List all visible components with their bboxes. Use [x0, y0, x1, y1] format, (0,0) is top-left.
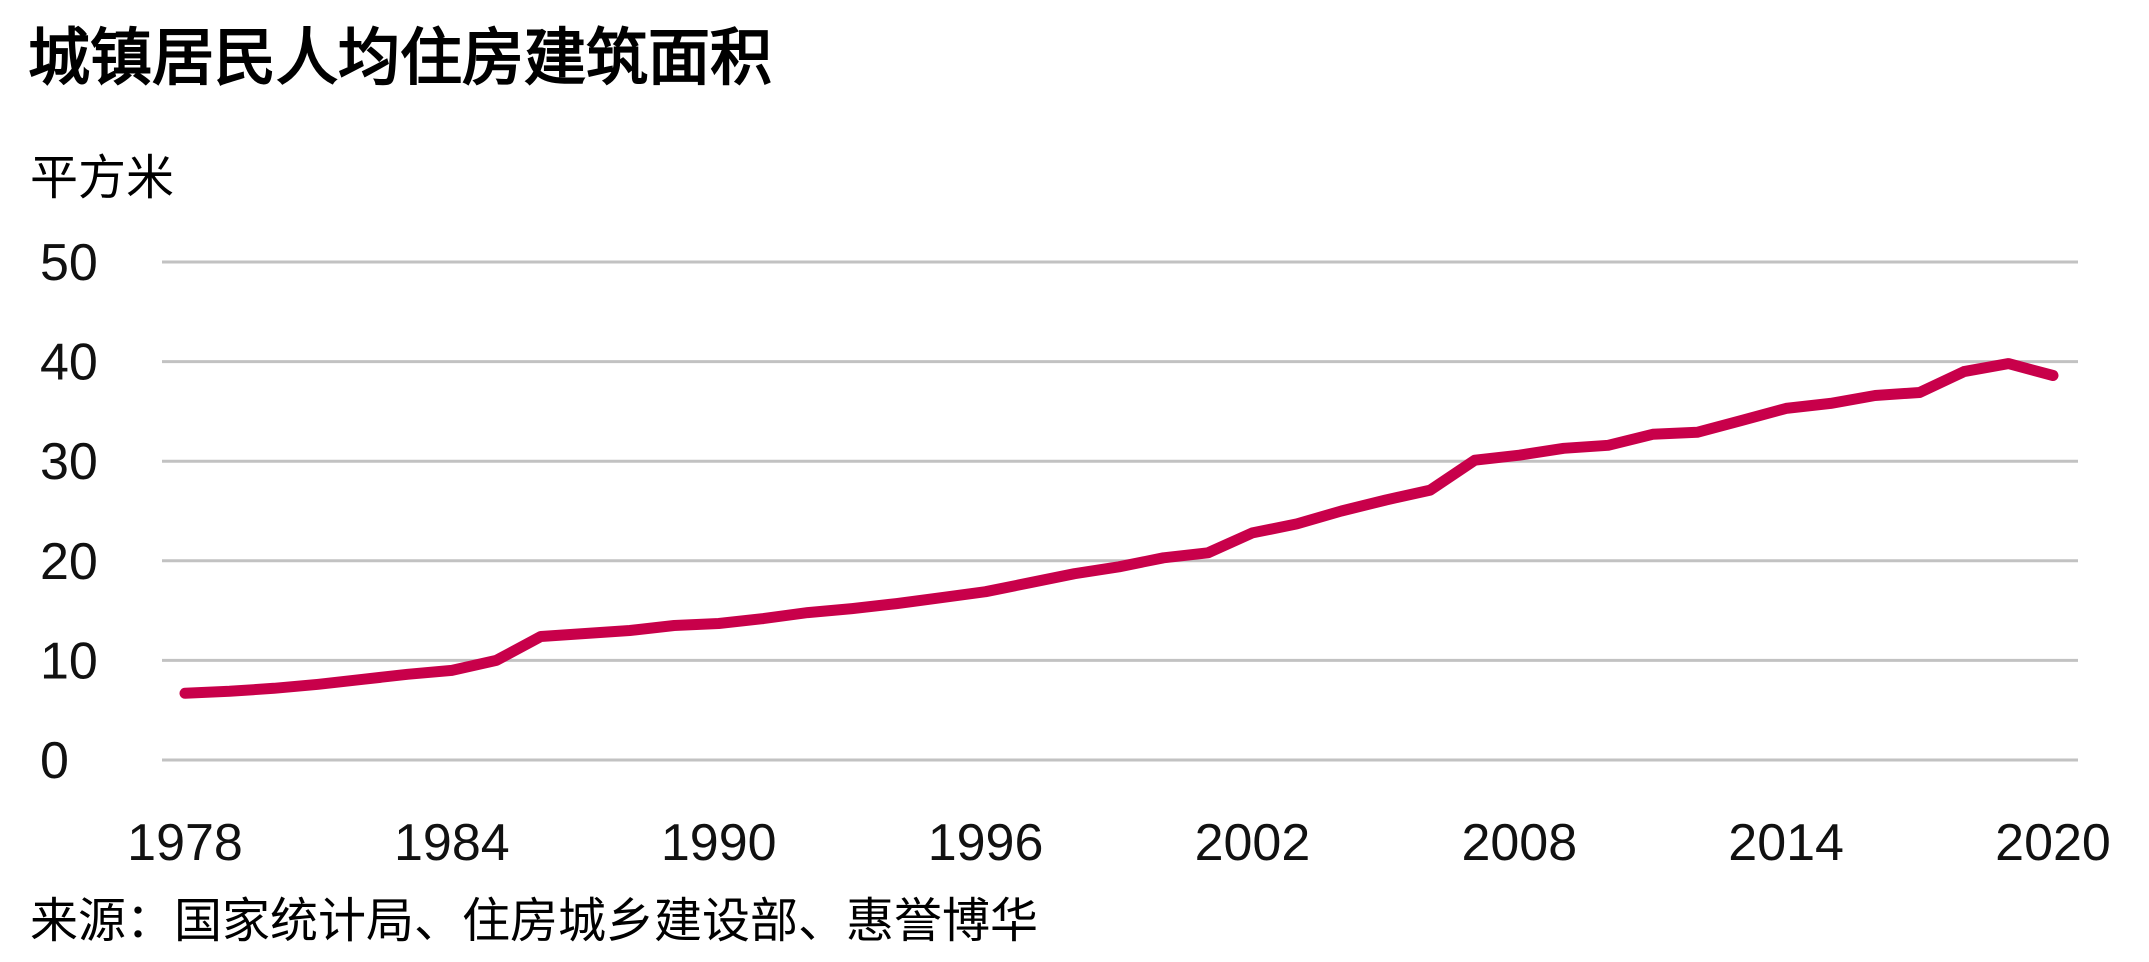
data-point [851, 608, 853, 610]
data-point [1652, 433, 1654, 435]
data-point [1696, 431, 1698, 433]
x-tick-label: 2008 [1461, 814, 1577, 872]
x-tick-label: 1996 [928, 814, 1044, 872]
x-tick-label: 2002 [1195, 814, 1311, 872]
data-point [1074, 573, 1076, 575]
data-point [2008, 363, 2010, 365]
series-layer [179, 358, 2059, 699]
data-point [896, 603, 898, 605]
data-point [762, 618, 764, 620]
data-point [1607, 444, 1609, 446]
x-tick-label: 2020 [1995, 814, 2111, 872]
data-point [985, 591, 987, 593]
data-point [362, 678, 364, 680]
data-point [1830, 402, 1832, 404]
data-point [2052, 375, 2054, 377]
data-point [1785, 407, 1787, 409]
data-point [495, 659, 497, 661]
series-line-0 [179, 358, 2059, 699]
y-axis-ticks: 0 10 20 30 40 50 [40, 234, 98, 790]
data-point [718, 623, 720, 625]
gridlines [162, 260, 2078, 762]
x-tick-label: 2014 [1728, 814, 1844, 872]
x-tick-label: 1990 [661, 814, 777, 872]
data-point [1207, 552, 1209, 554]
data-point [540, 635, 542, 637]
data-point [1518, 454, 1520, 456]
source-note: 来源：国家统计局、住房城乡建设部、惠誉博华 [30, 893, 1039, 949]
data-point [451, 669, 453, 671]
y-tick-label: 50 [40, 234, 98, 292]
data-point [1296, 523, 1298, 525]
data-point [1162, 557, 1164, 559]
data-point [228, 690, 230, 692]
data-point [1118, 566, 1120, 568]
y-tick-label: 30 [40, 433, 98, 491]
data-point [1340, 510, 1342, 512]
data-point [1563, 447, 1565, 449]
data-point [1429, 489, 1431, 491]
chart-title: 城镇居民人均住房建筑面积 [28, 21, 773, 94]
data-point [807, 612, 809, 614]
x-tick-label: 1978 [127, 814, 243, 872]
data-point [1874, 394, 1876, 396]
data-point [184, 692, 186, 694]
data-point [273, 687, 275, 689]
data-point [1385, 499, 1387, 501]
y-tick-label: 40 [40, 334, 98, 392]
data-point [1251, 532, 1253, 534]
data-point [1919, 391, 1921, 393]
data-point [406, 673, 408, 675]
y-axis-unit-label: 平方米 [30, 150, 175, 206]
data-point [1029, 582, 1031, 584]
data-point [584, 633, 586, 635]
y-tick-label: 10 [40, 632, 98, 690]
data-point [940, 597, 942, 599]
x-tick-label: 1984 [394, 814, 510, 872]
y-tick-label: 0 [40, 732, 69, 790]
data-point [1741, 419, 1743, 421]
y-tick-label: 20 [40, 533, 98, 591]
data-point [317, 683, 319, 685]
data-point [1963, 371, 1965, 373]
data-point [1474, 459, 1476, 461]
data-point [629, 630, 631, 632]
data-point [673, 625, 675, 627]
x-axis-ticks: 1978 1984 1990 1996 2002 2008 2014 2020 [127, 814, 2111, 872]
